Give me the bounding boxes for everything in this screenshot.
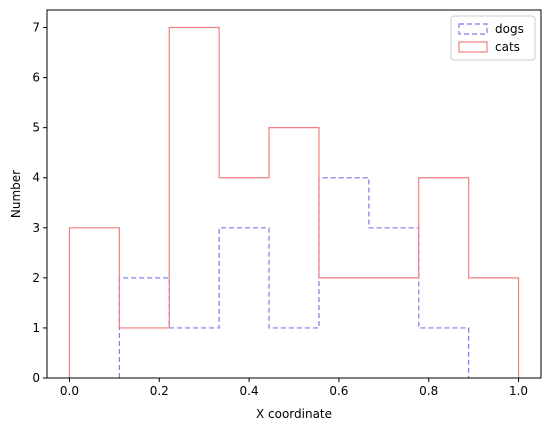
- x-tick-label: 1.0: [509, 384, 528, 398]
- y-tick-label: 5: [32, 121, 40, 135]
- legend-label-dogs: dogs: [495, 22, 524, 36]
- legend-box: [450, 15, 536, 61]
- x-axis-ticks: 0.0 0.2 0.4 0.6 0.8 1.0: [60, 378, 528, 398]
- y-tick-label: 4: [32, 171, 40, 185]
- series-layer: [68, 26, 520, 378]
- y-tick-label: 1: [32, 321, 40, 335]
- x-axis-label: X coordinate: [256, 407, 332, 421]
- y-tick-label: 3: [32, 221, 40, 235]
- plot-frame: [46, 9, 542, 379]
- y-axis-ticks: 0 1 2 3 4 5 6 7: [32, 21, 47, 385]
- x-tick-label: 0.0: [60, 384, 79, 398]
- y-tick-label: 0: [32, 371, 40, 385]
- legend-swatch-cats: [458, 41, 488, 53]
- x-tick-label: 0.6: [329, 384, 348, 398]
- legend-label-cats: cats: [495, 40, 520, 54]
- x-tick-label: 0.4: [240, 384, 259, 398]
- y-tick-label: 2: [32, 271, 40, 285]
- legend-swatch-dogs: [458, 23, 488, 35]
- y-tick-label: 7: [32, 21, 40, 35]
- histogram-series-cats: [68, 26, 520, 378]
- x-tick-label: 0.2: [150, 384, 169, 398]
- y-axis-label: Number: [9, 170, 23, 218]
- legend: dogs cats: [450, 15, 536, 61]
- y-tick-label: 6: [32, 71, 40, 85]
- x-tick-label: 0.8: [419, 384, 438, 398]
